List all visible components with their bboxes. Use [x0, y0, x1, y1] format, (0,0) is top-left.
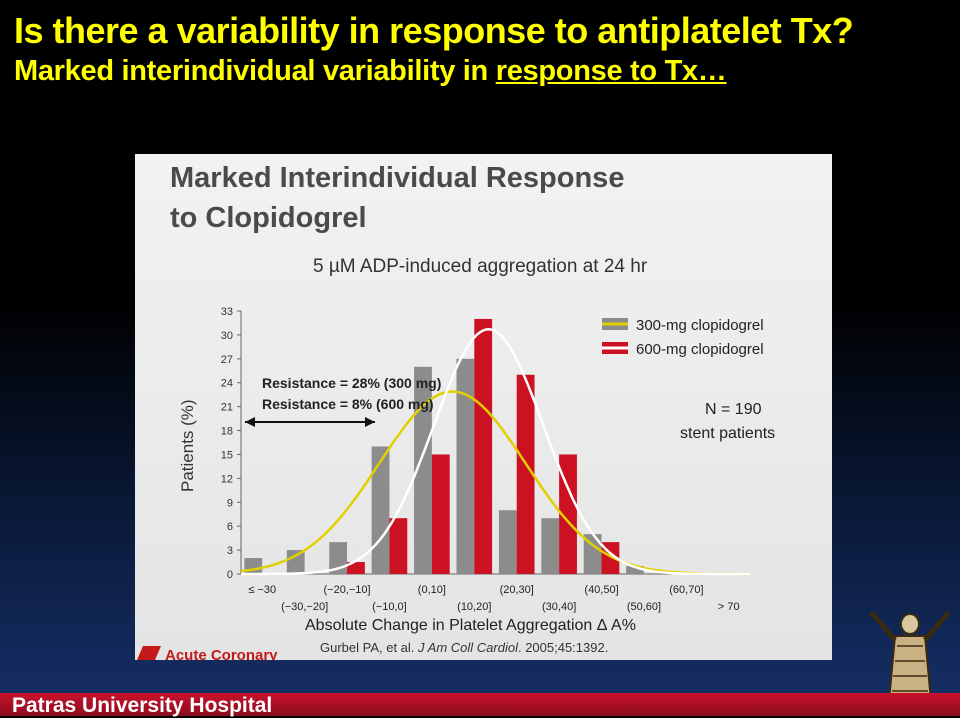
fit-curve-s1 — [241, 328, 750, 576]
x-tick-label: (10,20] — [457, 601, 491, 613]
subtitle-plain: Marked interindividual variability in — [14, 55, 496, 87]
bar-s1-5 — [474, 318, 493, 574]
y-tick-label: 33 — [221, 306, 233, 318]
bar-s1-4 — [431, 454, 450, 574]
y-tick-label: 30 — [221, 330, 233, 342]
chart-panel: Marked Interindividual Response to Clopi… — [135, 154, 832, 660]
x-tick-label: (−30,−20] — [281, 601, 328, 613]
citation-year: . 2005;45:1392. — [518, 640, 608, 655]
bar-s0-8 — [583, 534, 602, 574]
legend-label-600: 600-mg clopidogrel — [636, 341, 764, 358]
x-tick-label: (0,10] — [418, 584, 446, 596]
citation-authors: Gurbel PA, et al. — [320, 640, 418, 655]
subtitle-underlined: response to Tx… — [495, 55, 727, 87]
bar-s0-3 — [371, 446, 390, 574]
bar-s0-9 — [626, 566, 644, 574]
y-tick-label: 6 — [227, 521, 233, 533]
histogram-chart: 0 3 6 9 12 15 18 21 24 27 30 33 ≤ −30 (−30,−20] (−20,−… — [137, 306, 775, 660]
bar-s1-6 — [516, 374, 535, 574]
y-tick-label: 24 — [221, 378, 233, 390]
x-tick-label: (20,30] — [500, 584, 534, 596]
y-tick-label: 27 — [221, 354, 233, 366]
bar-s1-7 — [559, 454, 577, 574]
y-tick-label: 15 — [221, 449, 233, 461]
chart-labels: 0 3 6 9 12 15 18 21 24 27 30 33 ≤ −30 (−30,−20] (−20,−… — [221, 306, 740, 613]
n-sublabel: stent patients — [680, 425, 775, 442]
panel-title-line1: Marked Interindividual Response — [170, 162, 625, 194]
y-tick-label: 12 — [221, 473, 233, 485]
bar-s0-1 — [286, 550, 305, 574]
chart-curves — [240, 328, 751, 576]
y-tick-label: 9 — [227, 497, 233, 509]
citation-journal: J Am Coll Cardiol — [417, 640, 519, 655]
panel-title-line2: to Clopidogrel — [170, 202, 367, 234]
bar-s0-4 — [414, 366, 432, 574]
footer-bar — [0, 693, 960, 716]
x-tick-label: (50,60] — [627, 601, 661, 613]
x-tick-label: > 70 — [718, 601, 740, 613]
x-tick-label: ≤ −30 — [248, 584, 276, 596]
resistance-300-label: Resistance = 28% (300 mg) — [262, 375, 441, 391]
y-tick-label: 3 — [227, 545, 233, 557]
y-tick-label: 18 — [221, 426, 233, 438]
x-tick-label: (−10,0] — [372, 601, 407, 613]
chart-bars — [244, 318, 644, 574]
y-tick-label: 21 — [221, 402, 233, 414]
x-tick-label: (−20,−10] — [323, 584, 370, 596]
slide-title: Is there a variability in response to an… — [14, 10, 854, 51]
panel-subtitle: 5 µM ADP-induced aggregation at 24 hr — [313, 256, 648, 277]
chart-legend: 300-mg clopidogrel 600-mg clopidogrel — [602, 317, 764, 358]
bar-s0-5 — [456, 358, 475, 574]
resistance-600-label: Resistance = 8% (600 mg) — [262, 396, 434, 412]
resistance-arrow-head — [245, 417, 255, 427]
footer-text: Patras University Hospital — [12, 694, 273, 717]
citation: Gurbel PA, et al. J Am Coll Cardiol. 200… — [320, 640, 608, 655]
y-tick-label: 0 — [227, 569, 233, 581]
y-axis-title: Patients (%) — [178, 399, 197, 492]
x-tick-label: (60,70] — [669, 584, 703, 596]
legend-label-300: 300-mg clopidogrel — [636, 317, 764, 334]
bar-s1-2 — [347, 562, 365, 574]
brand-text: Acute Coronary — [165, 647, 278, 660]
brand-mark — [137, 646, 161, 660]
fit-curve-s0 — [240, 390, 751, 576]
chart-axes — [237, 310, 750, 575]
brand-logo: Acute Coronary — [137, 646, 278, 660]
x-axis-title: Absolute Change in Platelet Aggregation … — [305, 617, 636, 634]
x-tick-label: (30,40] — [542, 601, 576, 613]
bar-s1-3 — [389, 518, 408, 574]
bar-s0-6 — [498, 510, 517, 574]
bar-s0-7 — [541, 518, 560, 574]
n-label: N = 190 — [705, 401, 762, 418]
resistance-arrow-tail — [365, 417, 375, 427]
x-tick-label: (40,50] — [584, 584, 618, 596]
slide-subtitle: Marked interindividual variability in re… — [14, 55, 727, 88]
